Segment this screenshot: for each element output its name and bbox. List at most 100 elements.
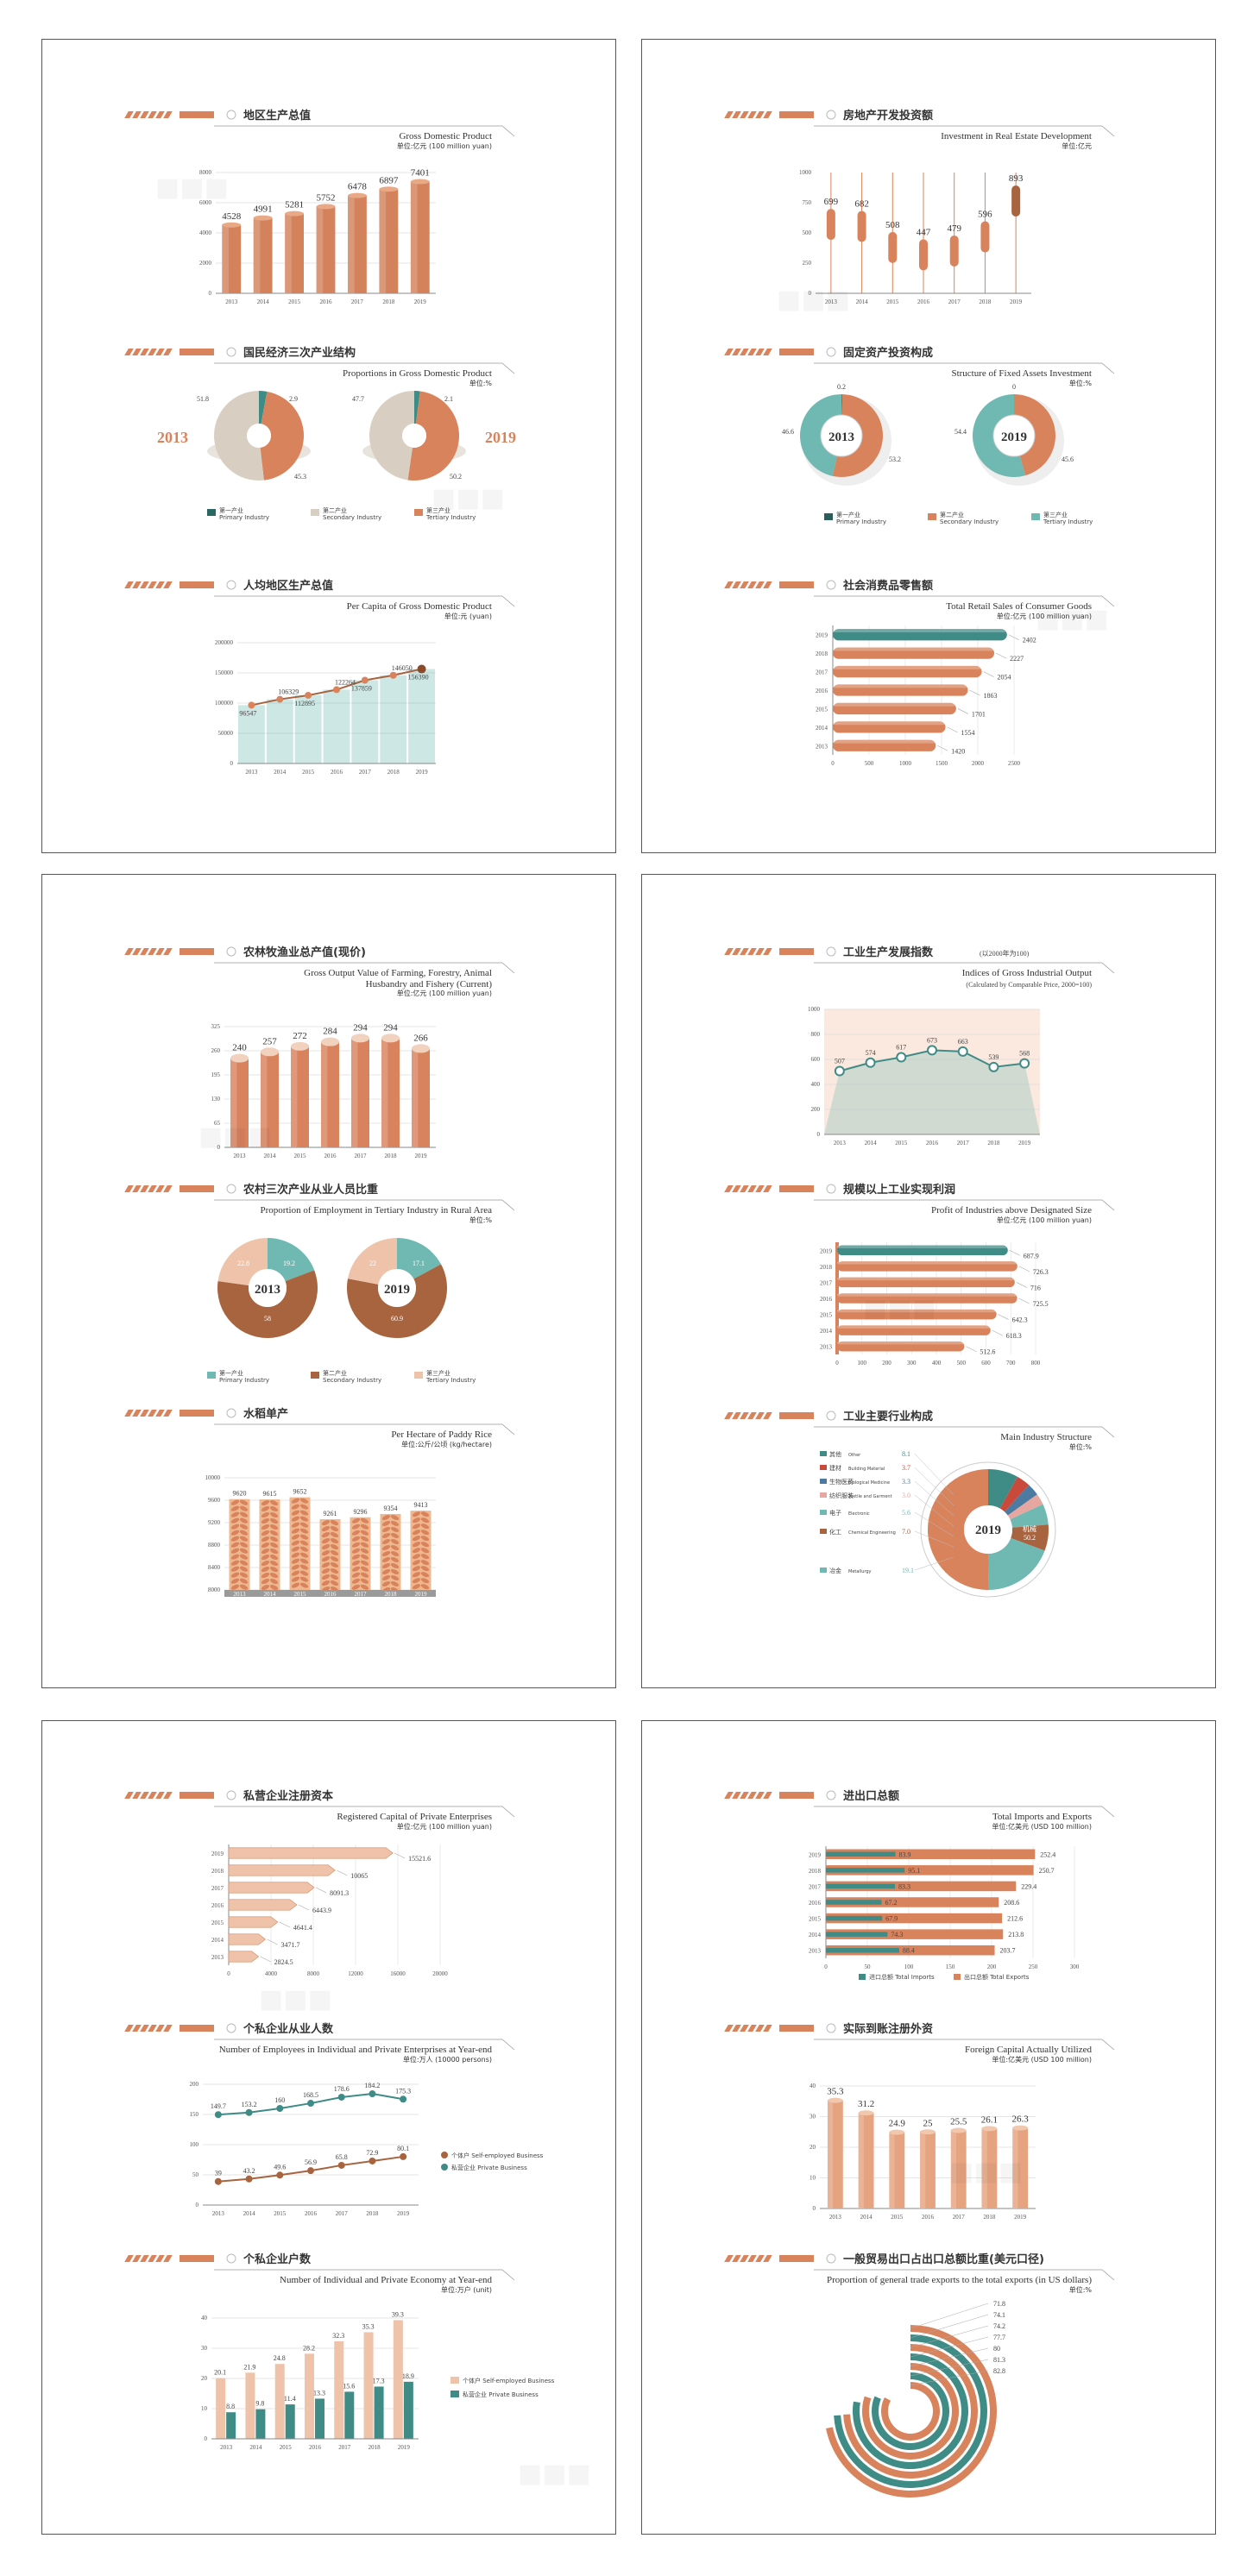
grain-icon xyxy=(420,1578,430,1584)
header-stripe xyxy=(724,1185,734,1192)
section-header: 私营企业注册资本 Registered Capital of Private En… xyxy=(124,1789,515,1831)
line-point xyxy=(1019,1058,1030,1069)
y-tick-label: 100 xyxy=(190,2141,199,2148)
grain-icon xyxy=(390,1538,400,1545)
header-stripe xyxy=(740,2255,749,2262)
data-label: 642.3 xyxy=(1012,1316,1028,1324)
legend-swatch xyxy=(859,1974,866,1980)
grain-icon xyxy=(381,1556,391,1563)
radial-bar xyxy=(881,2382,940,2441)
x-tick-label: 2019 xyxy=(1018,1140,1031,1147)
header-stripe xyxy=(763,349,772,355)
header-stripe xyxy=(747,2255,757,2262)
y-tick-label: 30 xyxy=(201,2345,208,2352)
grain-icon xyxy=(269,1517,279,1524)
x-tick-label: 2019 xyxy=(397,2210,410,2217)
header-stripe xyxy=(755,948,765,955)
bar-cap xyxy=(827,2097,843,2103)
bar-cap xyxy=(410,179,430,185)
header-stripe xyxy=(163,2025,173,2032)
bar xyxy=(950,2130,967,2208)
header-circle-icon xyxy=(826,946,836,957)
x-tick-label: 2018 xyxy=(979,298,992,305)
data-label-import: 95.1 xyxy=(908,1867,920,1875)
chart-realestate: 房地产开发投资额 Investment in Real Estate Develo… xyxy=(724,104,1118,319)
y-tick-label: 2018 xyxy=(211,1868,224,1875)
header-rule-end xyxy=(501,595,515,607)
data-label-import: 83.9 xyxy=(899,1850,911,1858)
bar-cap xyxy=(1012,2125,1029,2131)
data-label: 168.5 xyxy=(303,2091,318,2099)
section-header: 房地产开发投资额 Investment in Real Estate Develo… xyxy=(724,109,1115,150)
bar-highlight xyxy=(833,721,946,726)
legend-label-en: Electronic xyxy=(848,1511,870,1517)
header-stripe xyxy=(763,1185,772,1192)
data-label-export: 203.7 xyxy=(1000,1947,1016,1955)
data-label: 574 xyxy=(866,1049,876,1057)
data-label: 9261 xyxy=(324,1510,337,1517)
unit-label: 单位:元 (yuan) xyxy=(444,612,492,620)
y-tick-label: 2016 xyxy=(211,1902,224,1909)
grain-icon xyxy=(321,1550,331,1556)
pie-hole xyxy=(964,1505,1012,1554)
y-tick-label: 2016 xyxy=(820,1296,833,1303)
pie-slice xyxy=(1007,1494,1043,1520)
y-tick-label: 2017 xyxy=(809,1883,822,1890)
grain-icon xyxy=(299,1546,309,1552)
header-circle-icon xyxy=(226,1408,236,1418)
grain-icon xyxy=(330,1520,339,1526)
header-stripe xyxy=(740,1792,749,1799)
legend-swatch xyxy=(820,1510,827,1515)
year-label: 2019 xyxy=(485,429,516,446)
header-circle-icon xyxy=(826,347,836,357)
section-header: 实际到账注册外资 Foreign Capital Actually Utilize… xyxy=(724,2022,1115,2064)
grain-icon xyxy=(412,1560,421,1566)
grain-icon xyxy=(360,1572,369,1578)
y-tick-label: 20 xyxy=(810,2144,816,2151)
chart-svg: 房地产开发投资额 Investment in Real Estate Develo… xyxy=(724,109,1115,305)
grain-icon xyxy=(351,1560,361,1566)
data-label: 31.2 xyxy=(858,2099,874,2109)
leader-line xyxy=(1009,1250,1020,1256)
legend-label-cn: 化工 xyxy=(829,1528,841,1536)
legend-swatch xyxy=(820,1492,827,1498)
data-label-import: 88.4 xyxy=(903,1947,915,1955)
legend-label: 私营企业 Private Business xyxy=(451,2164,527,2171)
header-rule-end xyxy=(501,2269,515,2281)
pie-label: 5.6 xyxy=(902,1509,910,1517)
data-label-export: 212.6 xyxy=(1007,1915,1023,1923)
header-stripe xyxy=(747,581,757,588)
legend-label-cn: 生物医药 xyxy=(829,1478,854,1486)
grain-icon xyxy=(330,1562,339,1568)
grain-icon xyxy=(299,1516,309,1522)
bar xyxy=(348,195,367,293)
header-bar xyxy=(180,581,214,588)
grain-icon xyxy=(230,1524,240,1530)
candle-bar xyxy=(857,210,866,242)
header-stripe xyxy=(740,111,749,118)
data-label: 257 xyxy=(262,1036,277,1046)
grain-icon xyxy=(330,1568,339,1574)
legend-swatch xyxy=(820,1529,827,1534)
header-rule-end xyxy=(1101,1426,1115,1438)
y-tick-label: 2015 xyxy=(820,1312,833,1319)
data-label: 74.1 xyxy=(993,2311,1005,2319)
y-tick-label: 200 xyxy=(811,1106,821,1113)
line-point xyxy=(834,1065,845,1077)
bar xyxy=(833,684,968,696)
area-bar xyxy=(266,699,293,763)
x-tick-label: 2017 xyxy=(355,1591,368,1598)
grain-icon xyxy=(269,1511,279,1518)
page-2 xyxy=(641,39,1216,853)
chart-gdp: 地区生产总值 Gross Domestic Product 单位:亿元 (100 m… xyxy=(124,104,518,319)
section-title-en: Proportions in Gross Domestic Product xyxy=(343,368,492,379)
bar-private xyxy=(374,2386,384,2439)
leader-line xyxy=(914,1494,954,1527)
legend-marker xyxy=(441,2164,448,2171)
data-label: 1554 xyxy=(961,729,975,737)
header-rule-end xyxy=(1101,362,1115,374)
header-stripe xyxy=(132,948,142,955)
x-tick-label: 2014 xyxy=(243,2210,256,2217)
bar xyxy=(858,2113,874,2208)
